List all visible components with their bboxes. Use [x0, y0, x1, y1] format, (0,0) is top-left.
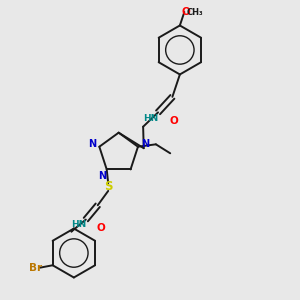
Text: O: O [96, 223, 105, 233]
Text: Br: Br [29, 263, 42, 273]
Text: HN: HN [143, 114, 158, 123]
Text: O: O [169, 116, 178, 126]
Text: CH₃: CH₃ [186, 8, 203, 16]
Text: N: N [98, 171, 106, 181]
Text: S: S [104, 180, 112, 193]
Text: HN: HN [71, 220, 86, 230]
Text: O: O [181, 7, 190, 17]
Text: N: N [88, 139, 96, 149]
Text: N: N [141, 139, 149, 149]
